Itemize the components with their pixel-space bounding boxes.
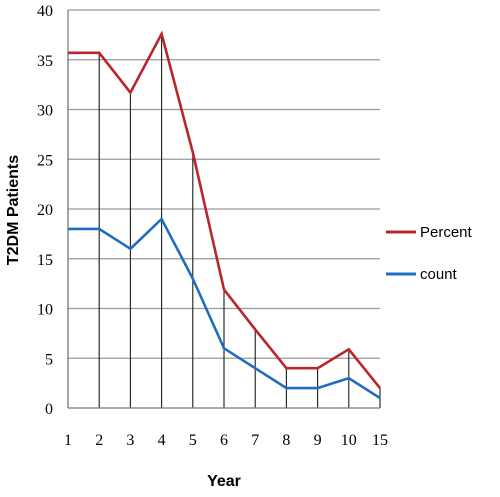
series-line-count [68,216,381,400]
x-tick-label: 1 [64,432,72,449]
y-tick-labels: 0 5 10 15 20 25 30 35 40 [37,3,53,418]
x-tick-label: 2 [95,432,103,449]
x-tick-label: 6 [220,432,228,449]
y-tick-label: 35 [37,53,53,70]
x-axis-title: Year [207,473,241,490]
y-tick-label: 20 [37,202,53,219]
x-tick-label: 4 [158,432,166,449]
x-tick-label: 7 [251,432,259,449]
legend: Percent count [386,224,473,283]
axes [67,10,380,409]
y-tick-label: 40 [37,3,53,20]
legend-label: count [420,266,458,283]
y-tick-label: 10 [37,302,53,319]
y-axis-title: T2DM Patients [5,155,22,265]
series-line-percent [68,30,382,389]
x-tick-label: 10 [341,432,357,449]
legend-label: Percent [420,224,473,241]
gridlines [68,9,380,359]
x-tick-label: 8 [282,432,290,449]
y-tick-label: 25 [37,152,53,169]
y-tick-label: 0 [45,401,53,418]
drop-lines [67,33,381,408]
x-tick-label: 5 [189,432,197,449]
x-tick-label: 9 [314,432,322,449]
x-tick-label: 3 [126,432,134,449]
y-tick-label: 15 [37,252,53,269]
series-lines [68,30,382,400]
y-tick-label: 30 [37,103,53,120]
y-tick-label: 5 [45,351,53,368]
x-tick-labels: 1 2 3 4 5 6 7 8 9 10 15 [64,432,388,449]
x-tick-label: 15 [372,432,388,449]
